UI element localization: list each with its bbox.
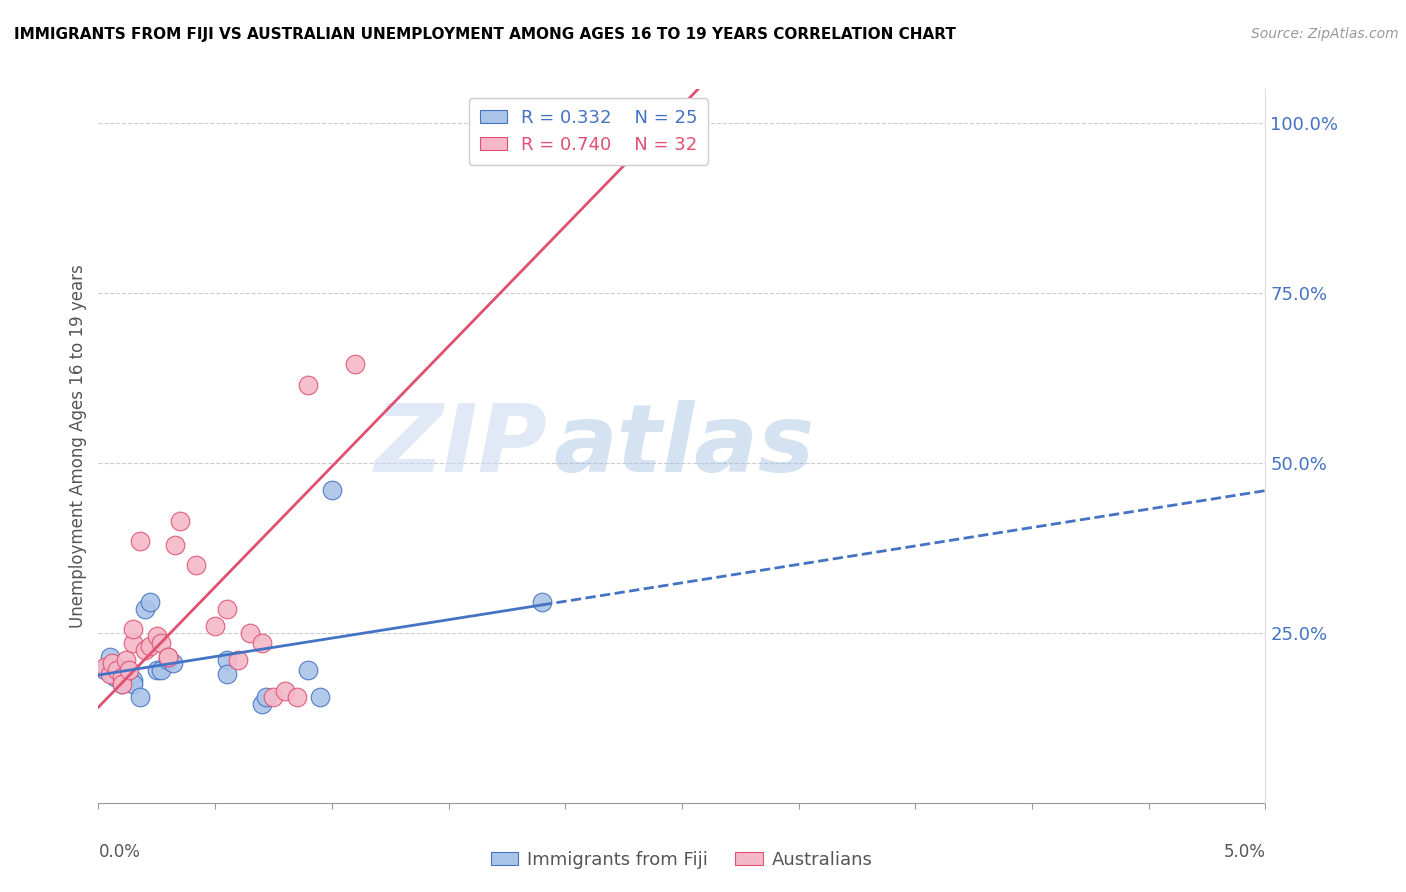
Point (165, 537, 187, 551)
Point (285, 690, 308, 705)
Text: 0.0%: 0.0% (98, 843, 141, 861)
Point (239, 626, 262, 640)
Point (122, 623, 145, 637)
Point (98, 666, 121, 681)
Point (146, 629, 169, 643)
Point (111, 677, 134, 691)
Point (105, 663, 128, 677)
Point (321, 483, 343, 498)
Point (101, 657, 124, 671)
Point (118, 670, 141, 684)
Point (169, 514, 191, 528)
Point (600, 116, 623, 130)
Point (94, 663, 117, 677)
Point (256, 690, 278, 705)
Point (228, 653, 250, 667)
Point (150, 663, 173, 677)
Point (146, 663, 169, 677)
Text: ZIP: ZIP (375, 400, 548, 492)
Point (129, 690, 152, 705)
Point (134, 602, 156, 616)
Point (157, 649, 180, 664)
Point (215, 602, 238, 616)
Point (122, 677, 145, 691)
Point (122, 636, 145, 650)
Point (250, 636, 273, 650)
Legend: Immigrants from Fiji, Australians: Immigrants from Fiji, Australians (484, 844, 880, 876)
Point (98, 649, 121, 664)
Point (250, 698, 273, 712)
Point (150, 636, 173, 650)
Point (157, 649, 180, 664)
Point (111, 677, 134, 691)
Point (215, 653, 238, 667)
Point (101, 666, 124, 681)
Text: atlas: atlas (554, 400, 815, 492)
Point (139, 595, 162, 609)
Point (297, 663, 319, 677)
Point (530, 595, 553, 609)
Point (162, 657, 184, 671)
Point (118, 663, 141, 677)
Text: 5.0%: 5.0% (1223, 843, 1265, 861)
Point (115, 653, 138, 667)
Point (105, 660, 128, 674)
Point (344, 358, 367, 372)
Point (530, 116, 553, 130)
Point (215, 666, 238, 681)
Point (129, 534, 152, 549)
Text: IMMIGRANTS FROM FIJI VS AUSTRALIAN UNEMPLOYMENT AMONG AGES 16 TO 19 YEARS CORREL: IMMIGRANTS FROM FIJI VS AUSTRALIAN UNEMP… (14, 27, 956, 42)
Text: Source: ZipAtlas.com: Source: ZipAtlas.com (1251, 27, 1399, 41)
Point (94, 660, 117, 674)
Y-axis label: Unemployment Among Ages 16 to 19 years: Unemployment Among Ages 16 to 19 years (69, 264, 87, 628)
Point (139, 640, 162, 654)
Point (297, 377, 319, 392)
Point (111, 670, 134, 684)
Point (134, 643, 156, 657)
Point (204, 619, 226, 633)
Point (262, 690, 284, 705)
Point (274, 683, 297, 698)
Point (122, 673, 145, 688)
Point (309, 690, 332, 705)
Point (104, 670, 127, 684)
Point (186, 558, 208, 572)
Point (115, 663, 138, 677)
Point (157, 653, 180, 667)
